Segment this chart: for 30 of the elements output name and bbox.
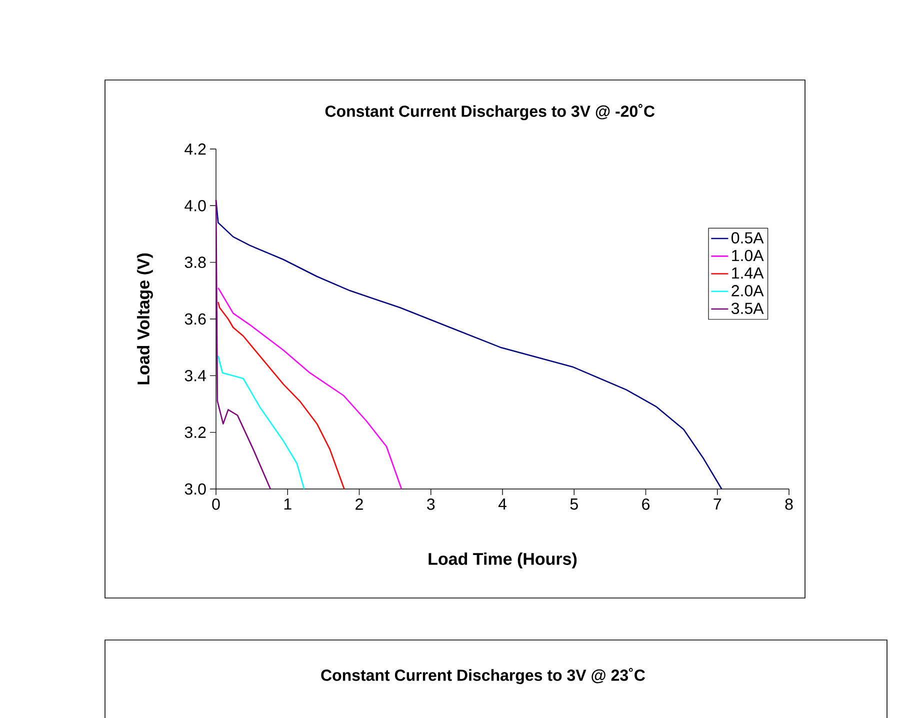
y-tick-label: 3.2 [184,426,206,438]
x-tick-label: 2 [356,498,363,510]
y-tick-label: 3.8 [184,256,206,268]
y-axis-title: Load Voltage (V) [137,253,153,384]
y-tick-label: 4.2 [184,143,206,155]
text: Constant Current Discharges to 3V @ 23˚C [321,668,646,684]
legend-label: 3.5A [731,302,764,314]
line-series [215,199,722,490]
x-tick-label: 6 [642,498,650,510]
x-tick-label: 3 [427,498,435,510]
line-series [218,287,402,490]
line-series [218,301,345,490]
x-tick-label: 4 [498,498,506,510]
x-tick-label: 1 [284,498,292,510]
x-tick-label: 7 [714,498,722,510]
legend-label: 0.5A [732,232,764,244]
y-tick-label: 3.6 [184,313,206,325]
y-tick-label: 3.4 [184,370,206,382]
line-series [215,199,272,490]
x-tick-label: 8 [785,498,793,510]
legend-label: 2.0A [732,285,764,296]
y-tick-label: 3.0 [184,483,206,495]
legend-label: 1.0A [732,250,764,262]
legend-label: 1.4A [732,268,764,279]
x-tick-label: 0 [212,498,220,510]
line-series [218,355,305,490]
chart-title: Constant Current Discharges to 3V @ -20˚C [325,104,655,120]
x-axis-title: Load Time (Hours) [428,552,577,568]
x-tick-label: 5 [570,498,578,510]
y-tick-label: 4.0 [184,200,206,212]
